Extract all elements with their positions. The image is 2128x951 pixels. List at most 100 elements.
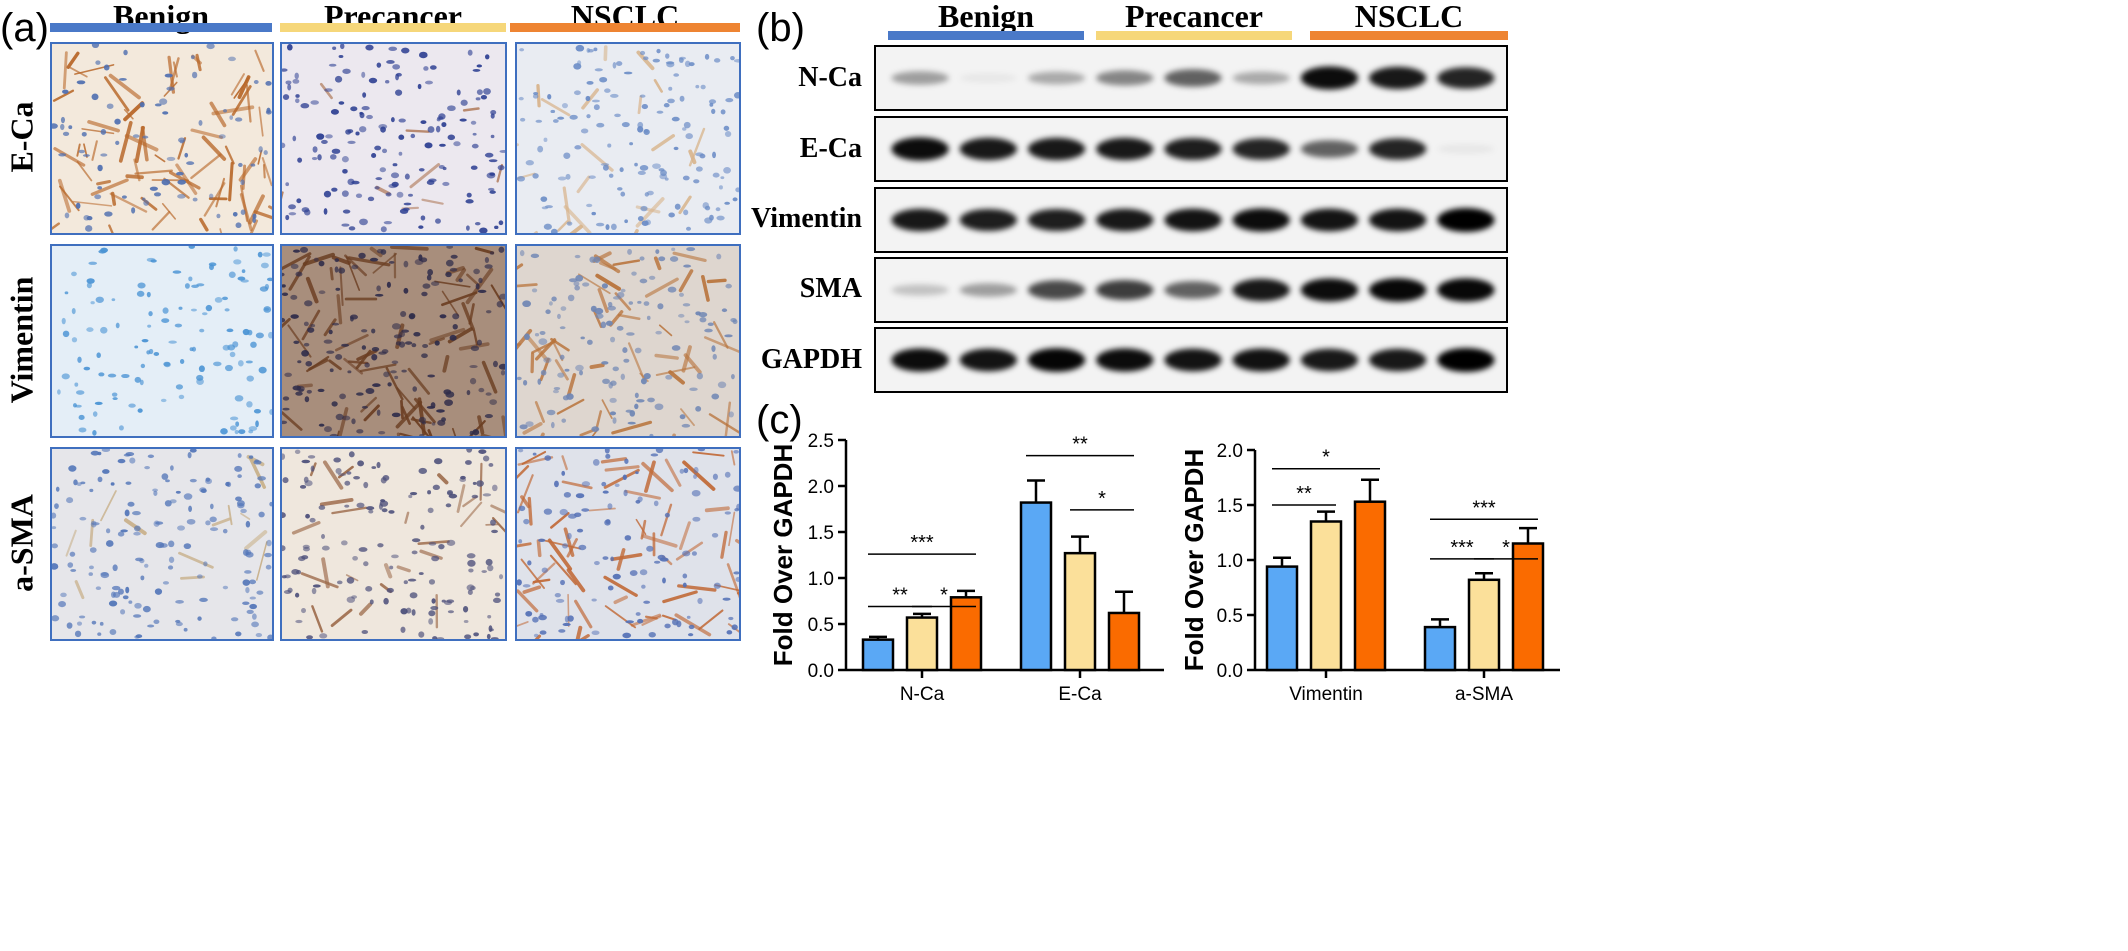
wb-band	[959, 208, 1017, 232]
wb-band	[1300, 66, 1359, 90]
y-tick-label: 1.0	[1217, 551, 1243, 572]
y-tick-label: 1.0	[808, 569, 834, 590]
y-tick-label: 1.5	[1217, 496, 1243, 517]
bar	[1265, 565, 1299, 672]
wb-band	[1164, 137, 1222, 161]
wb-band	[891, 137, 949, 161]
significance-label: *	[1502, 537, 1510, 559]
wb-row-label-eca: E-Ca	[799, 133, 862, 164]
ihc-tile-eca-precancer	[280, 42, 507, 235]
y-tick-label: 1.5	[808, 523, 834, 544]
bar	[1467, 578, 1501, 672]
wb-band	[1027, 348, 1086, 372]
significance-label: ***	[1472, 497, 1496, 519]
y-tick-label: 0.0	[808, 661, 834, 682]
ihc-row-asma: a-SMA	[3, 494, 40, 592]
bar	[1063, 551, 1097, 672]
ihc-bar-nsclc	[510, 23, 740, 32]
bar	[1511, 542, 1545, 672]
bar	[1353, 500, 1387, 672]
bar-chart-vimentin-asma: Fold Over GAPDH 0.0 0.5 1.0 1.5 2.0 Vimentin a-…	[1185, 441, 1560, 705]
ihc-row-vimentin: Vimentin	[3, 276, 40, 404]
wb-row-label-nca: N-Ca	[798, 62, 862, 93]
wb-band	[1437, 278, 1495, 302]
bar	[949, 596, 983, 672]
wb-band	[1096, 208, 1154, 232]
bar	[861, 638, 895, 672]
panel-b-label: (b)	[756, 6, 805, 50]
y-tick-label: 0.5	[1217, 606, 1243, 627]
wb-band	[891, 348, 949, 372]
wb-group-nsclc: NSCLC	[1354, 0, 1464, 34]
x-tick-label: E-Ca	[1058, 684, 1102, 705]
y-axis-label: Fold Over GAPDH	[1185, 449, 1209, 671]
wb-band	[1437, 208, 1495, 232]
wb-band	[1096, 280, 1154, 300]
bar-chart-nca-eca: Fold Over GAPDH 0.0 0.5 1.0 1.5 2.0 2.5 N-Ca E-C…	[770, 431, 1164, 705]
bar	[1107, 611, 1141, 672]
wb-band	[1232, 208, 1290, 232]
ihc-tile-asma-benign	[50, 447, 274, 641]
wb-band	[1164, 348, 1222, 372]
wb-band	[1300, 140, 1359, 158]
wb-band	[1437, 348, 1495, 372]
wb-band	[1300, 348, 1359, 372]
wb-group-precancer: Precancer	[1125, 0, 1263, 34]
wb-box-vimentin	[874, 187, 1508, 253]
wb-band	[1437, 144, 1495, 154]
wb-bar-precancer	[1096, 31, 1292, 40]
significance-label: ***	[910, 532, 934, 554]
wb-band	[1027, 208, 1086, 232]
wb-band	[1300, 278, 1359, 302]
y-axis-label: Fold Over GAPDH	[770, 444, 798, 666]
significance-label: **	[1296, 483, 1312, 505]
wb-band	[1027, 280, 1086, 300]
x-tick-label: N-Ca	[900, 684, 945, 705]
wb-band	[1369, 208, 1427, 232]
y-tick-label: 2.0	[1217, 441, 1243, 462]
significance-label: ***	[1450, 537, 1474, 559]
significance-label: *	[940, 585, 948, 607]
wb-band	[1027, 71, 1086, 85]
wb-band	[959, 283, 1017, 297]
wb-row-label-vimentin: Vimentin	[751, 203, 862, 234]
wb-band	[1369, 66, 1427, 90]
bar	[1423, 625, 1457, 672]
y-tick-label: 2.5	[808, 431, 834, 452]
wb-band	[1232, 71, 1290, 85]
wb-row-label-gapdh: GAPDH	[760, 344, 862, 375]
wb-band	[1027, 137, 1086, 161]
bar	[905, 616, 939, 672]
wb-bar-benign	[888, 31, 1084, 40]
wb-band	[1232, 278, 1290, 302]
significance-label: **	[1072, 434, 1088, 456]
wb-bar-nsclc	[1310, 31, 1508, 40]
ihc-tile-vimentin-nsclc	[515, 244, 741, 438]
wb-band	[1369, 348, 1427, 372]
wb-band	[1232, 138, 1290, 160]
wb-box-eca	[874, 116, 1508, 182]
wb-band	[1164, 281, 1222, 299]
ihc-tile-eca-nsclc	[515, 42, 741, 235]
panel-a-label: (a)	[0, 6, 49, 50]
significance-label: *	[1098, 488, 1106, 510]
bar	[1309, 520, 1343, 672]
wb-band	[1096, 348, 1154, 372]
wb-band	[891, 284, 949, 296]
y-tick-label: 0.0	[1217, 661, 1243, 682]
ihc-bar-benign	[50, 23, 272, 32]
bar	[1019, 501, 1053, 672]
wb-band	[891, 71, 949, 85]
ihc-tile-eca-benign	[50, 42, 274, 235]
wb-group-benign: Benign	[937, 0, 1035, 34]
x-tick-label: Vimentin	[1289, 684, 1363, 705]
wb-band	[1096, 137, 1154, 161]
wb-box-sma	[874, 257, 1508, 323]
wb-band	[1164, 208, 1222, 232]
ihc-row-eca: E-Ca	[3, 101, 40, 173]
wb-band	[959, 137, 1017, 161]
wb-box-gapdh	[874, 327, 1508, 393]
wb-row-label-sma: SMA	[799, 273, 862, 304]
wb-band	[959, 73, 1017, 83]
ihc-tile-asma-precancer	[280, 447, 507, 641]
